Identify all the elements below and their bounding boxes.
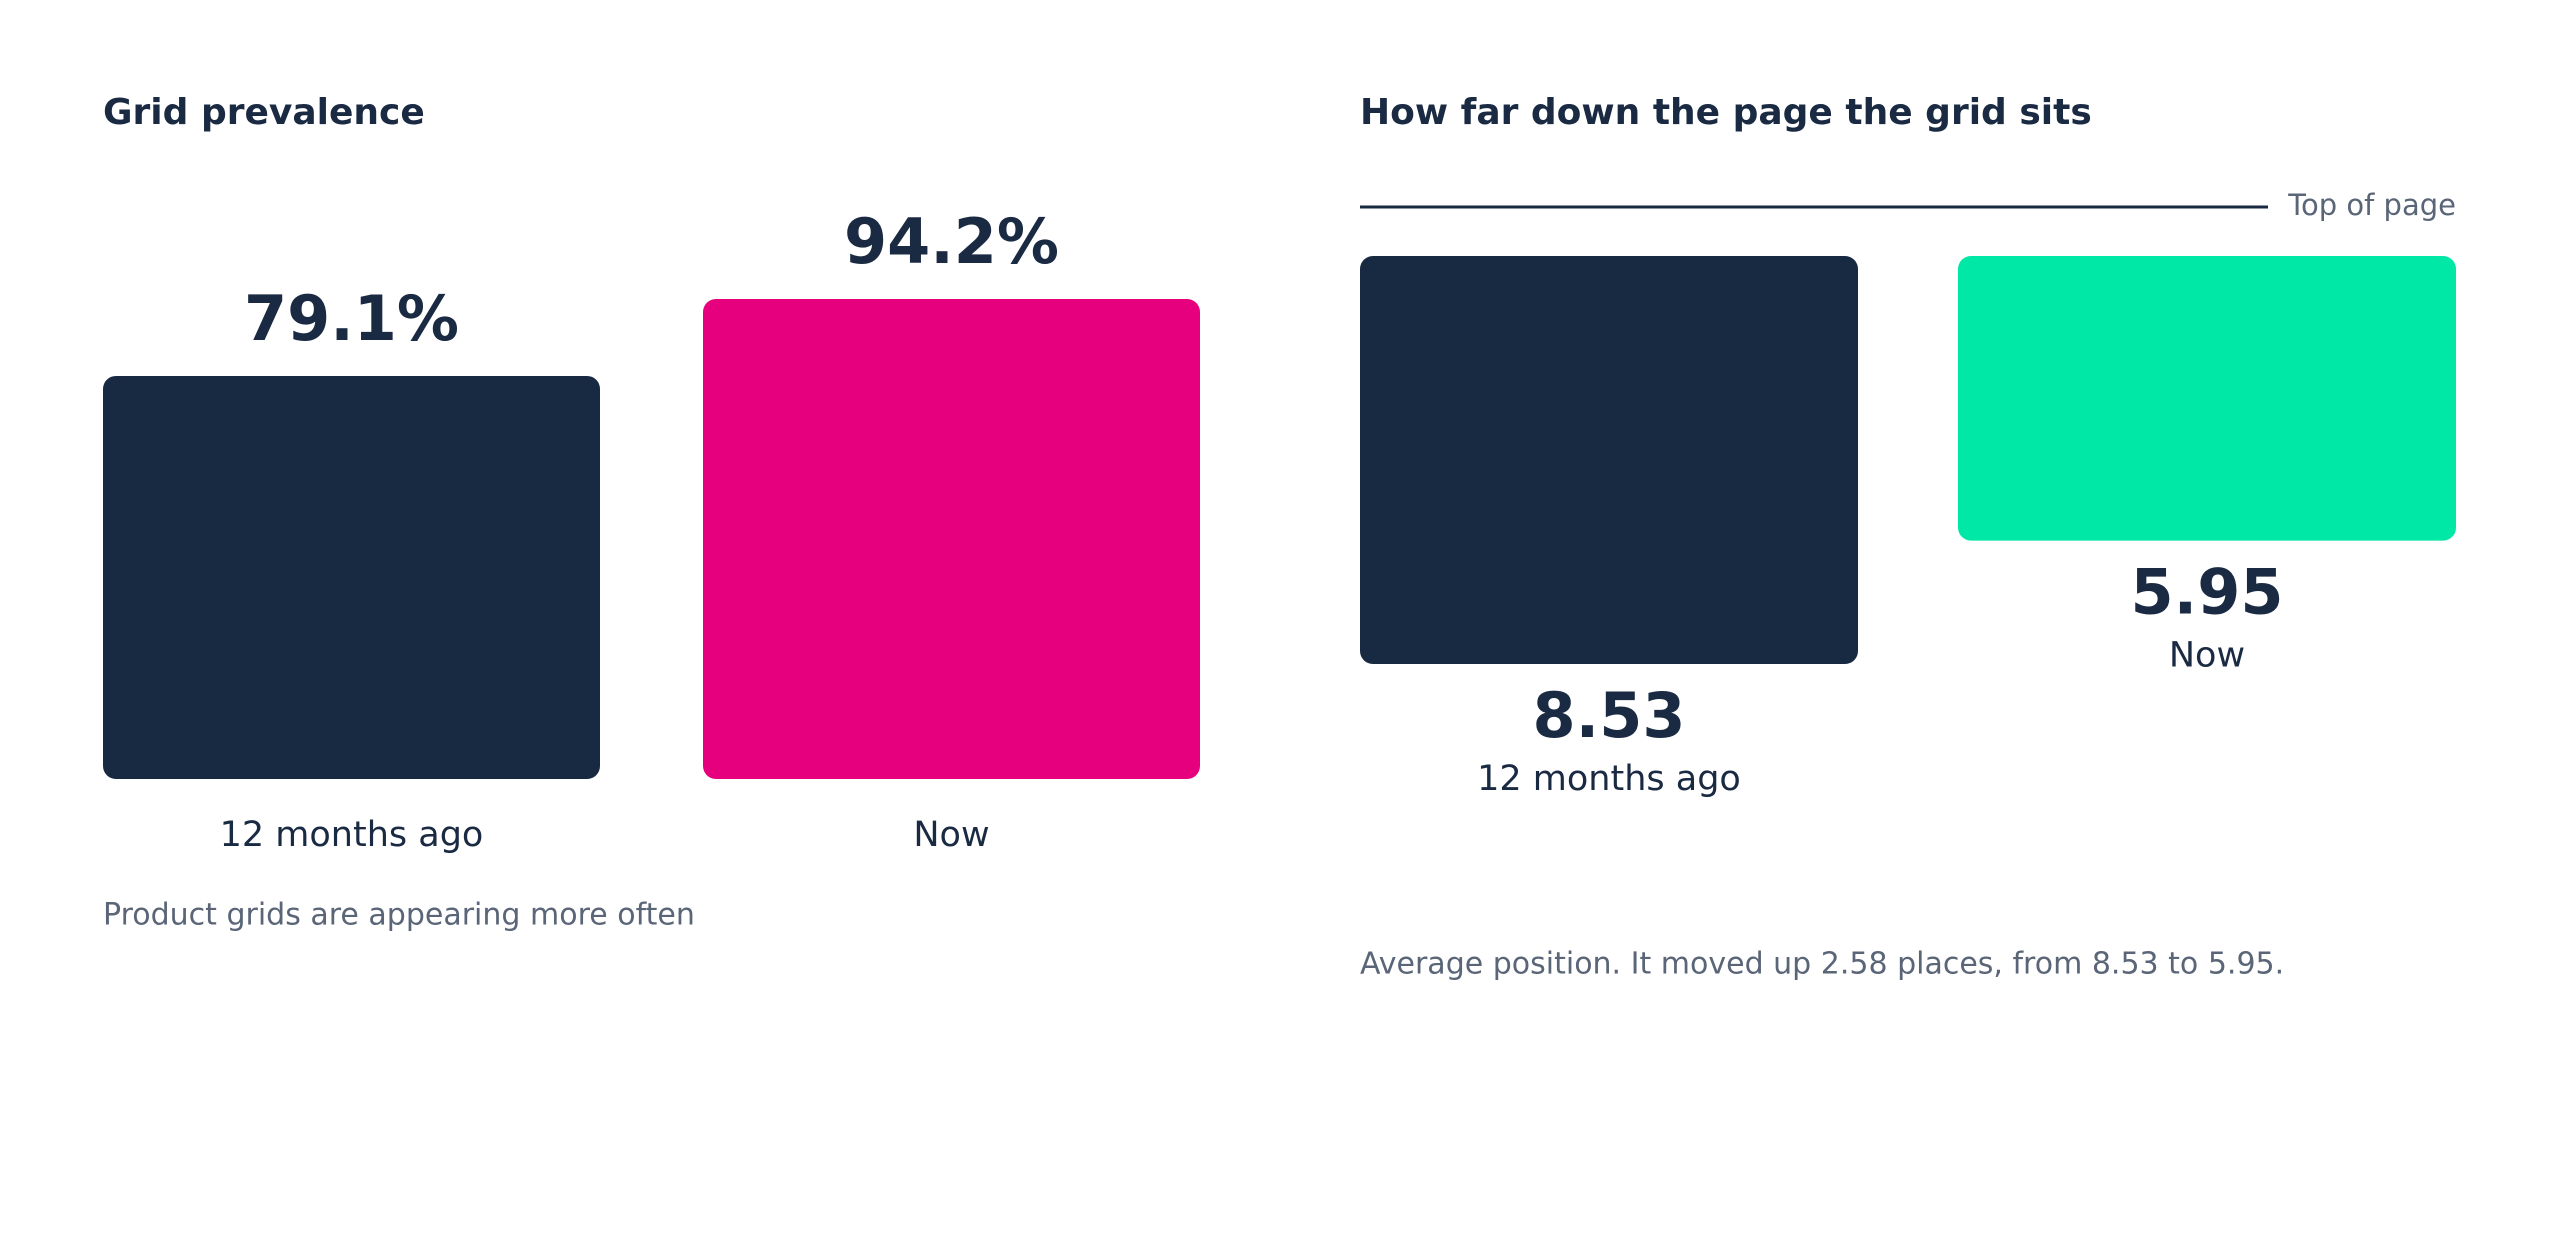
chart-title: How far down the page the grid sits: [1360, 92, 2092, 133]
caption: Product grids are appearing more often: [103, 898, 695, 933]
value-label: 8.53: [1533, 679, 1686, 752]
category-label: 12 months ago: [220, 815, 484, 855]
value-label: 79.1%: [244, 282, 459, 355]
caption: Average position. It moved up 2.58 place…: [1360, 947, 2284, 982]
bar: [1958, 256, 2456, 541]
chart-title: Grid prevalence: [103, 92, 425, 133]
bar: [1360, 256, 1858, 664]
annotation: Top of page: [2287, 188, 2456, 222]
category-label: 12 months ago: [1477, 759, 1741, 799]
value-label: 94.2%: [844, 205, 1059, 278]
category-label: Now: [2169, 636, 2245, 676]
bar: [103, 375, 600, 779]
category-label: Now: [913, 815, 989, 855]
value-label: 5.95: [2131, 556, 2284, 629]
bar: [703, 299, 1200, 779]
